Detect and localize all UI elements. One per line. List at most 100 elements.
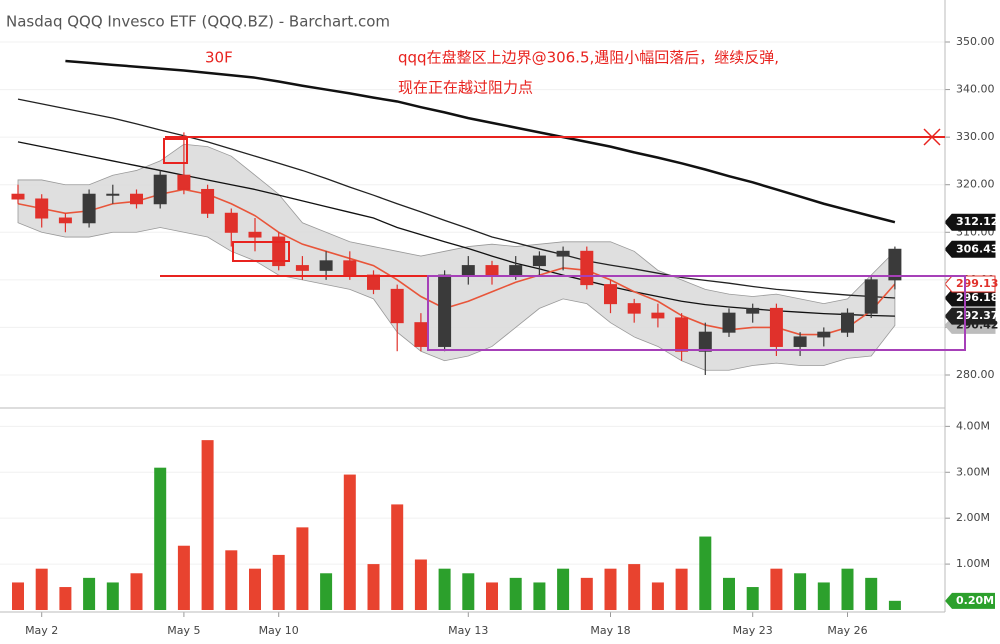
candle-body	[793, 336, 807, 347]
volume-bar	[557, 568, 570, 610]
volume-bar	[888, 600, 901, 610]
candle-body	[698, 331, 712, 352]
candle-body	[343, 260, 357, 276]
x-tick-label: May 26	[827, 624, 867, 637]
candle-body	[627, 303, 641, 314]
volume-bar	[130, 573, 143, 610]
candle-body	[817, 331, 831, 338]
annotation: qqq在盘整区上边界@306.5,遇阻小幅回落后，继续反弹,	[398, 49, 779, 67]
candle-body	[224, 212, 238, 233]
candle-body	[485, 265, 499, 276]
last-price-label-box	[944, 240, 996, 258]
indicator-line	[17, 98, 895, 299]
candle-body	[438, 274, 452, 347]
volume-label-box	[945, 592, 995, 609]
candle-body	[272, 236, 286, 267]
volume-bar	[746, 587, 759, 610]
volume-bar	[296, 527, 309, 610]
candle-body	[248, 231, 262, 238]
volume-bar	[628, 564, 641, 610]
candle-body	[461, 265, 475, 276]
x-tick-label: May 2	[25, 624, 58, 637]
volume-bar	[249, 568, 261, 610]
ma-label: 296.18	[956, 291, 998, 304]
y-tick-label: 350.00	[956, 35, 995, 48]
y-tick-label: 330.00	[956, 130, 995, 143]
ma-label: 312.12	[956, 215, 998, 228]
candle-body	[651, 312, 665, 319]
volume-label: 0.20M	[956, 594, 994, 607]
volume-bar	[770, 568, 783, 610]
plot-area: 280.00290.00300.00310.00320.00330.00340.…	[0, 35, 998, 637]
x-tick-label: May 18	[590, 624, 630, 637]
volume-bar	[154, 467, 167, 610]
last-price-label: 306.43	[956, 242, 998, 255]
ema-label-box	[944, 275, 996, 293]
y-tick-label: 320.00	[956, 178, 995, 191]
indicator-line	[65, 59, 896, 224]
volume-bar	[320, 573, 333, 610]
volume-bar	[414, 559, 427, 610]
candle-body	[319, 260, 333, 271]
y-tick-label: 2.00M	[956, 511, 990, 524]
volume-bar	[817, 582, 830, 610]
candle-body	[509, 265, 523, 276]
annotations	[160, 128, 966, 351]
volume-bar	[391, 504, 404, 610]
x-tick-label: May 10	[259, 624, 299, 637]
volume-bar	[675, 568, 688, 610]
volume-bar	[699, 536, 712, 610]
candle-body	[864, 279, 878, 314]
volume-bar	[367, 564, 380, 610]
volume-bar	[83, 577, 96, 610]
volume-bar	[486, 582, 498, 610]
y-tick-label: 3.00M	[956, 465, 990, 478]
ma-label-box	[944, 213, 996, 231]
candle-body	[769, 307, 783, 347]
annotation: 现在正在越过阻力点	[398, 79, 533, 97]
candle-body	[841, 312, 854, 333]
volume-bar	[343, 474, 356, 610]
volume-bar	[106, 582, 119, 610]
range-box	[427, 275, 966, 351]
volume-bar	[225, 550, 238, 610]
candle-body	[888, 248, 902, 281]
candle-body	[58, 217, 72, 224]
y-tick-label: 1.00M	[956, 557, 990, 570]
volume-bar	[59, 587, 72, 610]
y-tick-label: 4.00M	[956, 419, 990, 432]
candle-body	[675, 317, 689, 352]
volume-bar	[794, 573, 807, 610]
candle-body	[532, 255, 546, 267]
x-marker	[923, 128, 941, 146]
volume-bar	[865, 577, 878, 610]
volume-bar	[841, 568, 854, 610]
candle-body	[11, 193, 25, 200]
ema-label: 299.13	[956, 277, 998, 290]
volume-bar	[604, 568, 617, 610]
volume-bar	[272, 554, 285, 610]
candle-body	[201, 188, 215, 214]
candle-body	[414, 322, 428, 347]
candle-body	[604, 284, 617, 305]
highlight-box	[163, 138, 188, 164]
annotation: 30F	[205, 49, 233, 67]
candle-body	[35, 198, 49, 219]
x-tick-label: May 5	[167, 624, 200, 637]
candle-body	[295, 265, 309, 271]
volume-bar	[462, 573, 475, 610]
volume-bar	[438, 568, 451, 610]
candle-body	[367, 274, 380, 290]
candle-body	[130, 193, 143, 205]
candle-body	[390, 288, 404, 324]
candle-body	[722, 312, 736, 333]
volume-bar	[177, 545, 190, 610]
candle-body	[580, 250, 594, 286]
candle-body	[746, 307, 760, 314]
candle-body	[177, 174, 191, 190]
volume-bar	[509, 577, 522, 610]
candle-body	[82, 193, 96, 224]
candle-body	[556, 250, 570, 257]
volume-bar	[201, 440, 214, 610]
